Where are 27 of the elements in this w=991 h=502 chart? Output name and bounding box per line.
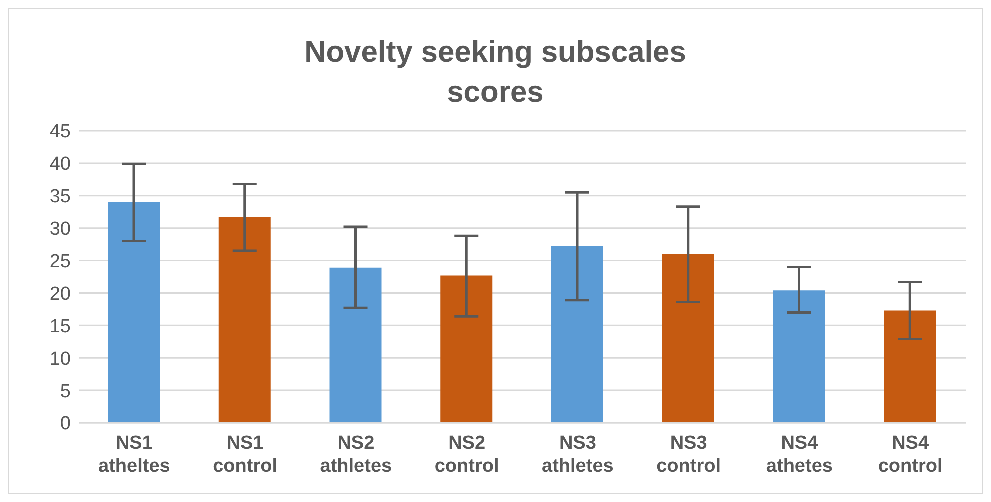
bar [552,246,604,423]
x-tick-label: NS2 athletes [320,433,392,477]
y-tick-label: 30 [50,219,71,240]
bar [884,310,936,423]
y-tick-label: 25 [50,252,71,273]
x-tick-label: NS1 control [213,433,278,477]
chart-title: Novelty seeking subscales scores [304,35,688,111]
bar [440,276,493,423]
x-tick-label: NS4 control [878,433,943,477]
y-tick-label: 0 [60,414,71,435]
x-tick-label: NS3 control [656,433,722,477]
bar [108,202,160,423]
y-tick-label: 20 [50,284,71,305]
y-tick-label: 40 [50,154,71,176]
y-tick-label: 35 [50,186,71,208]
x-tick-label: NS3 athletes [542,433,614,477]
x-tick-label: NS1 atheltes [98,433,170,477]
bar [218,217,271,423]
x-tick-label: NS4 athetes [766,433,833,477]
y-tick-label: 10 [50,348,71,370]
y-tick-label: 15 [50,316,71,338]
bar [330,268,382,423]
bar [662,254,714,423]
bar [773,290,826,423]
y-tick-label: 45 [50,122,71,143]
x-tick-label: NS2 control [434,433,500,477]
y-tick-label: 5 [60,381,71,402]
